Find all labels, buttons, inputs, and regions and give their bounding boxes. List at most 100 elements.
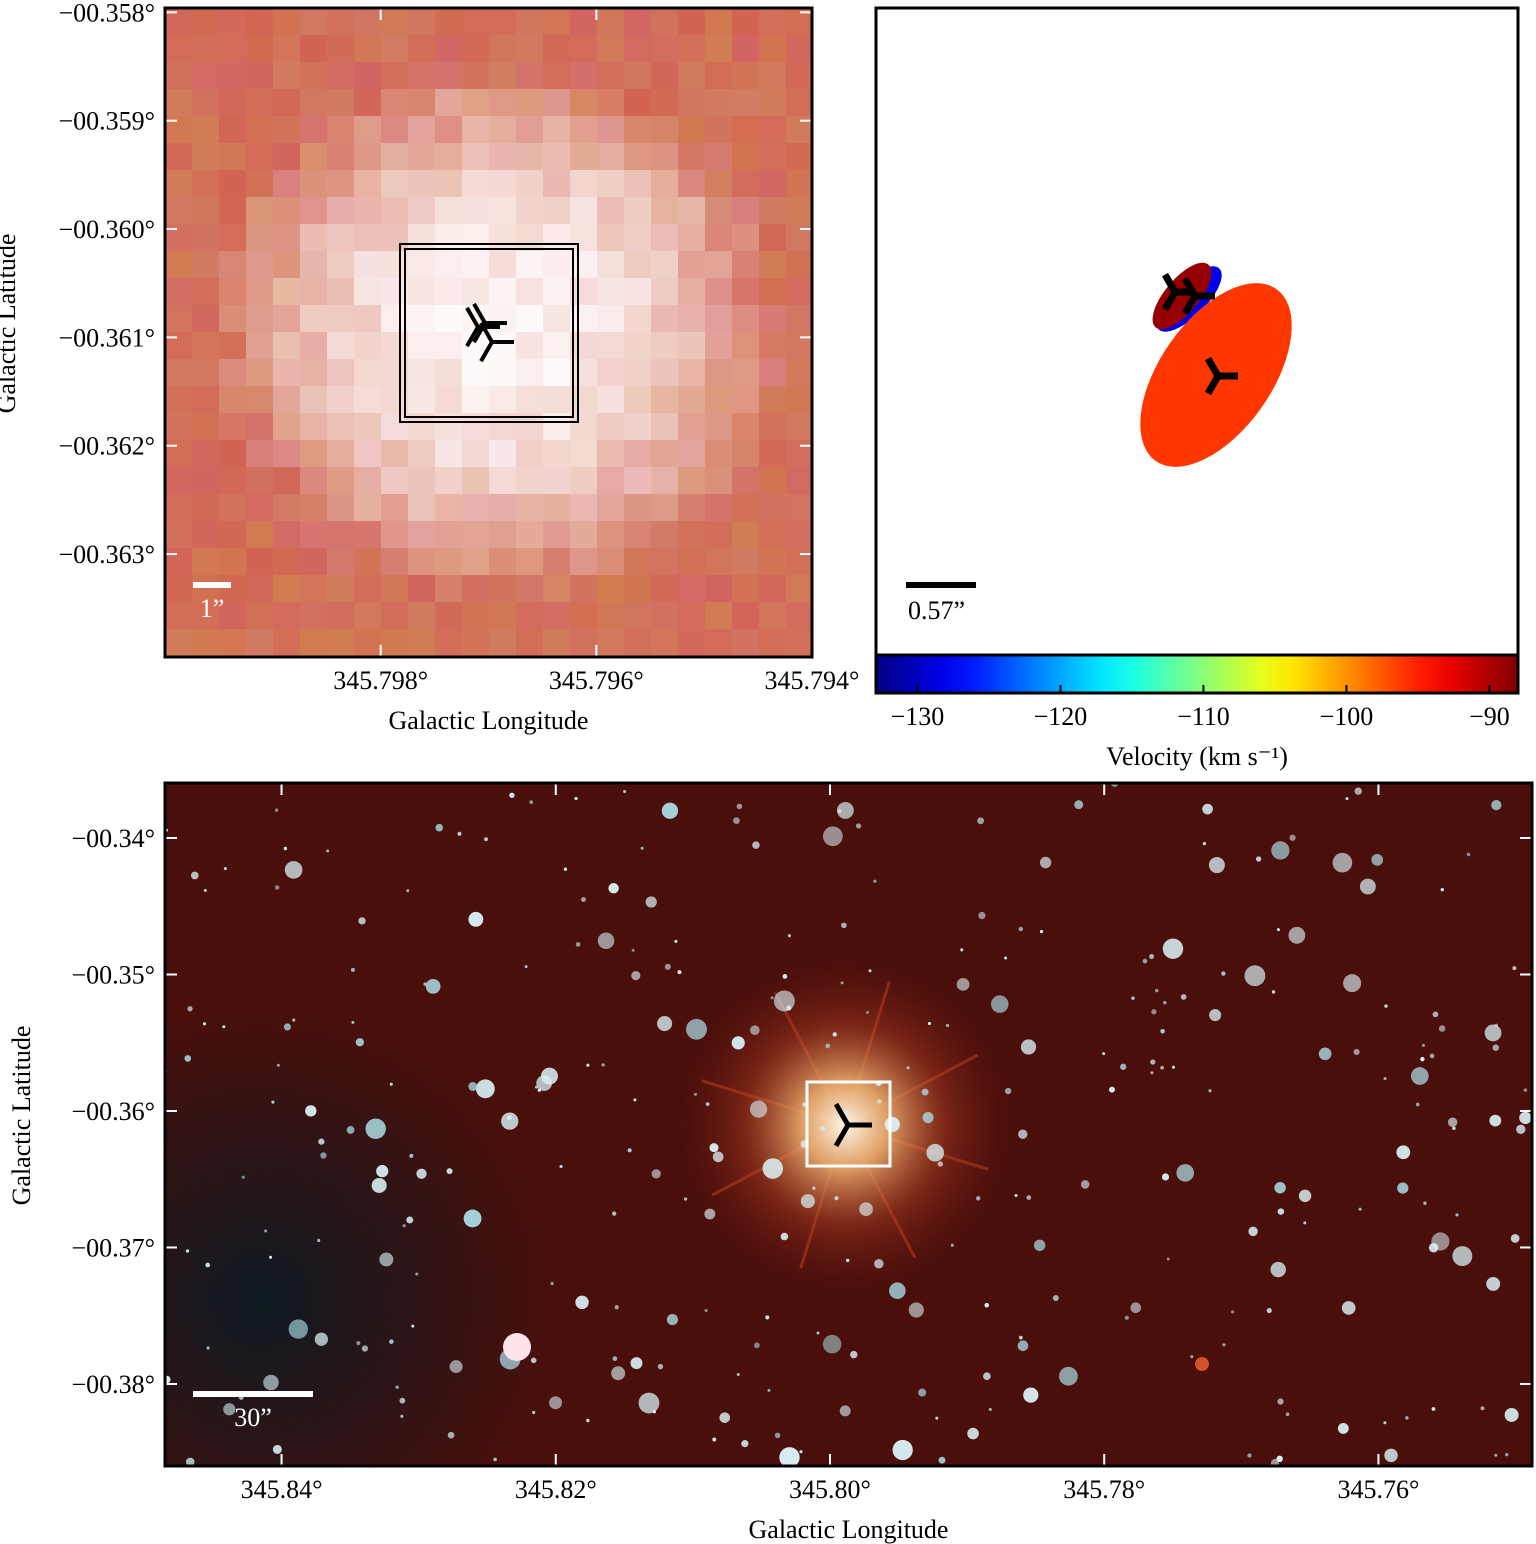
image-pixel [786, 548, 812, 575]
y-axis-label: Galactic Latitude [7, 1026, 36, 1206]
image-pixel [543, 251, 570, 278]
image-pixel [651, 8, 678, 35]
image-pixel [462, 62, 489, 89]
y-tick-label: −00.38° [71, 1370, 155, 1399]
star [274, 808, 279, 812]
star [922, 1112, 934, 1124]
image-pixel [624, 251, 651, 278]
star [493, 1457, 497, 1462]
y-tick-label: −00.359° [58, 107, 155, 136]
image-pixel [165, 278, 192, 305]
image-pixel [192, 305, 219, 332]
image-pixel [408, 8, 435, 35]
image-pixel [705, 170, 732, 197]
x-axis-label: Galactic Longitude [389, 706, 589, 735]
star [983, 1372, 991, 1381]
image-pixel [354, 89, 381, 116]
image-pixel [732, 89, 759, 116]
star [1466, 852, 1471, 857]
image-pixel [651, 413, 678, 440]
image-pixel [327, 8, 354, 35]
star [868, 969, 872, 973]
star [1160, 1065, 1165, 1070]
image-pixel [705, 629, 732, 656]
image-pixel [381, 548, 408, 575]
star [1383, 1421, 1387, 1425]
image-pixel [570, 575, 597, 602]
star [597, 932, 615, 949]
star [399, 1397, 406, 1404]
star [1516, 1124, 1526, 1134]
star [1270, 1261, 1286, 1278]
image-pixel [678, 548, 705, 575]
star [351, 1020, 355, 1024]
star [185, 1249, 190, 1253]
star [733, 817, 740, 824]
image-pixel [165, 143, 192, 170]
image-pixel [732, 548, 759, 575]
image-pixel [354, 440, 381, 467]
star [950, 1243, 954, 1247]
colorbar-tick-label: −120 [1034, 702, 1088, 731]
image-pixel [489, 332, 516, 359]
image-pixel [327, 305, 354, 332]
star [532, 1410, 536, 1415]
image-pixel [192, 62, 219, 89]
image-pixel [192, 278, 219, 305]
image-pixel [651, 224, 678, 251]
image-pixel [543, 548, 570, 575]
image-pixel [300, 575, 327, 602]
image-pixel [165, 629, 192, 656]
image-pixel [759, 305, 786, 332]
star [837, 809, 842, 814]
image-pixel [489, 197, 516, 224]
star [1484, 1024, 1502, 1042]
image-pixel [624, 494, 651, 521]
image-pixel [327, 602, 354, 629]
image-pixel [435, 278, 462, 305]
image-pixel [597, 62, 624, 89]
star [1440, 887, 1444, 892]
image-pixel [408, 548, 435, 575]
star [918, 1388, 927, 1397]
image-pixel [651, 548, 678, 575]
image-pixel [219, 251, 246, 278]
image-pixel [543, 8, 570, 35]
image-pixel [435, 440, 462, 467]
star [1208, 1089, 1212, 1093]
image-pixel [732, 8, 759, 35]
star [395, 1385, 399, 1389]
image-pixel [489, 251, 516, 278]
image-pixel [273, 359, 300, 386]
star [1271, 841, 1290, 860]
region-box [404, 248, 574, 418]
image-pixel [246, 629, 273, 656]
image-pixel [165, 602, 192, 629]
image-pixel [381, 332, 408, 359]
image-pixel [219, 440, 246, 467]
star [780, 1232, 789, 1241]
image-pixel [597, 170, 624, 197]
star [1455, 1213, 1459, 1217]
image-pixel [165, 548, 192, 575]
star [927, 1022, 932, 1026]
scale-bar-label: 30” [234, 1403, 272, 1432]
image-pixel [300, 224, 327, 251]
star [1176, 1164, 1195, 1182]
image-pixel [246, 8, 273, 35]
image-pixel [759, 89, 786, 116]
image-pixel [732, 521, 759, 548]
image-pixel [381, 62, 408, 89]
star [704, 1208, 716, 1220]
image-pixel [705, 548, 732, 575]
star [1222, 1343, 1226, 1347]
image-pixel [246, 602, 273, 629]
image-pixel [543, 89, 570, 116]
image-pixel [597, 629, 624, 656]
image-pixel [786, 467, 812, 494]
star [1074, 800, 1084, 810]
image-pixel [192, 629, 219, 656]
star [845, 1258, 850, 1263]
image-pixel [516, 170, 543, 197]
image-pixel [651, 521, 678, 548]
